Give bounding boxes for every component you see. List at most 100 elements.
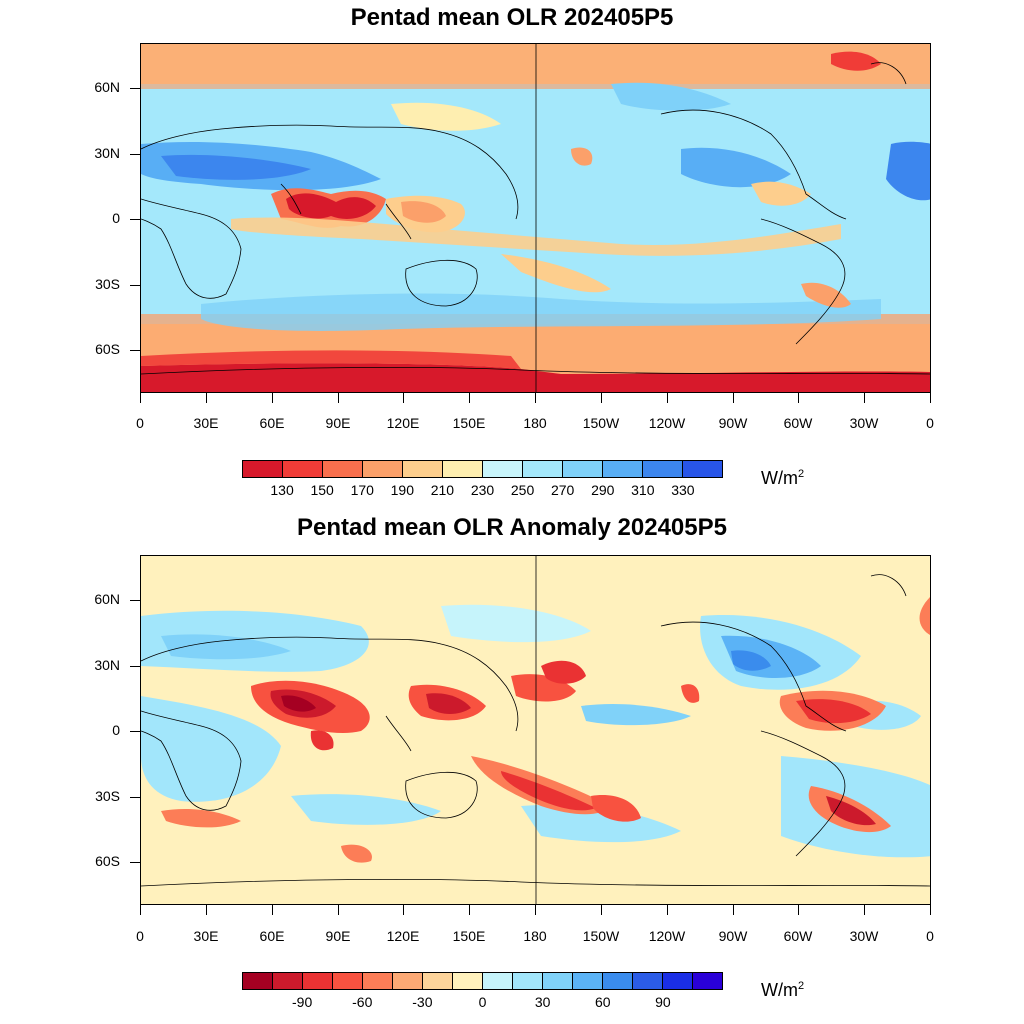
lon-tick: [272, 393, 273, 403]
colorbar-box: [483, 973, 513, 989]
colorbar-label: 230: [470, 482, 495, 498]
colorbar-label: 330: [671, 482, 695, 498]
lon-tick: [733, 393, 734, 403]
lat-label: 60S: [95, 341, 120, 357]
colorbar-box: [663, 973, 693, 989]
lon-label: 30W: [849, 415, 879, 431]
colorbar-label: 90: [655, 994, 671, 1010]
colorbar-label: -60: [352, 994, 373, 1010]
colorbar-box: [323, 461, 363, 477]
lat-label: 60S: [95, 853, 120, 869]
colorbar-box: [273, 973, 303, 989]
coastlines-2: [141, 574, 930, 887]
olr-map: [140, 43, 931, 393]
colorbar-box: [243, 461, 283, 477]
lat-tick: [130, 666, 140, 667]
colorbar-box: [483, 461, 523, 477]
olr-map-title: Pentad mean OLR 202405P5: [350, 4, 674, 31]
colorbar-box: [363, 461, 403, 477]
lon-tick: [338, 905, 339, 915]
lon-tick: [206, 905, 207, 915]
anomaly-colorbar: [242, 972, 723, 990]
lon-label: 30E: [193, 415, 219, 431]
lat-tick: [130, 731, 140, 732]
lon-tick: [667, 905, 668, 915]
colorbar-label: 210: [430, 482, 455, 498]
colorbar-box: [543, 973, 573, 989]
olr-colorbar: [242, 460, 723, 478]
lat-label: 30N: [94, 657, 120, 673]
colorbar-box: [283, 461, 323, 477]
colorbar-box: [243, 973, 273, 989]
anomaly-units: W/m2: [761, 980, 805, 1000]
lon-label: 60W: [783, 415, 813, 431]
colorbar-box: [603, 461, 643, 477]
lon-tick: [601, 393, 602, 403]
colorbar-box: [403, 461, 443, 477]
lat-label: 0: [112, 210, 120, 226]
lon-tick: [864, 393, 865, 403]
lon-tick: [469, 393, 470, 403]
olr-units: W/m2: [761, 468, 805, 488]
lon-label: 150E: [452, 415, 486, 431]
lon-tick: [798, 393, 799, 403]
lon-label: 180: [523, 415, 547, 431]
colorbar-box: [513, 973, 543, 989]
lon-label: 30E: [193, 928, 219, 944]
colorbar-box: [573, 973, 603, 989]
lon-tick: [140, 905, 141, 915]
lon-tick: [930, 393, 931, 403]
lon-label: 90W: [718, 415, 748, 431]
lon-tick: [864, 905, 865, 915]
lat-tick: [130, 600, 140, 601]
anomaly-map: [140, 555, 931, 905]
colorbar-box: [603, 973, 633, 989]
olr-field: [141, 44, 930, 392]
lat-label: 60N: [94, 79, 120, 95]
colorbar-label: 270: [550, 482, 575, 498]
colorbar-label: 310: [631, 482, 655, 498]
lon-tick: [601, 905, 602, 915]
lon-label: 90E: [325, 415, 351, 431]
colorbar-label: 190: [390, 482, 414, 498]
lon-label: 180: [523, 928, 547, 944]
lat-label: 60N: [94, 591, 120, 607]
colorbar-box: [303, 973, 333, 989]
lon-label: 150W: [582, 928, 620, 944]
lon-tick: [403, 905, 404, 915]
lon-tick: [798, 905, 799, 915]
colorbar-label: 170: [350, 482, 374, 498]
colorbar-box: [683, 461, 722, 477]
colorbar-label: 130: [270, 482, 294, 498]
lon-label: 120E: [386, 928, 420, 944]
lon-label: 30W: [849, 928, 879, 944]
colorbar-label: 290: [591, 482, 615, 498]
lon-label: 0: [136, 928, 144, 944]
colorbar-box: [523, 461, 563, 477]
lon-label: 120W: [648, 415, 686, 431]
coastlines-1: [141, 62, 930, 375]
lon-label: 0: [136, 415, 144, 431]
colorbar-box: [393, 973, 423, 989]
colorbar-box: [453, 973, 483, 989]
lon-tick: [535, 905, 536, 915]
colorbar-box: [563, 461, 603, 477]
colorbar-label: 60: [594, 994, 611, 1010]
lon-label: 90W: [718, 928, 748, 944]
lon-tick: [667, 393, 668, 403]
lon-label: 120W: [648, 928, 686, 944]
colorbar-label: -30: [412, 994, 433, 1010]
lat-label: 0: [112, 722, 120, 738]
anomaly-field: [141, 556, 930, 904]
lon-label: 150E: [452, 928, 486, 944]
lon-tick: [403, 393, 404, 403]
colorbar-box: [643, 461, 683, 477]
lon-tick: [272, 905, 273, 915]
colorbar-box: [363, 973, 393, 989]
lon-tick: [338, 393, 339, 403]
lon-label: 120E: [386, 415, 420, 431]
lat-tick: [130, 797, 140, 798]
lon-label: 60W: [783, 928, 813, 944]
lat-label: 30S: [95, 276, 120, 292]
lon-tick: [733, 905, 734, 915]
